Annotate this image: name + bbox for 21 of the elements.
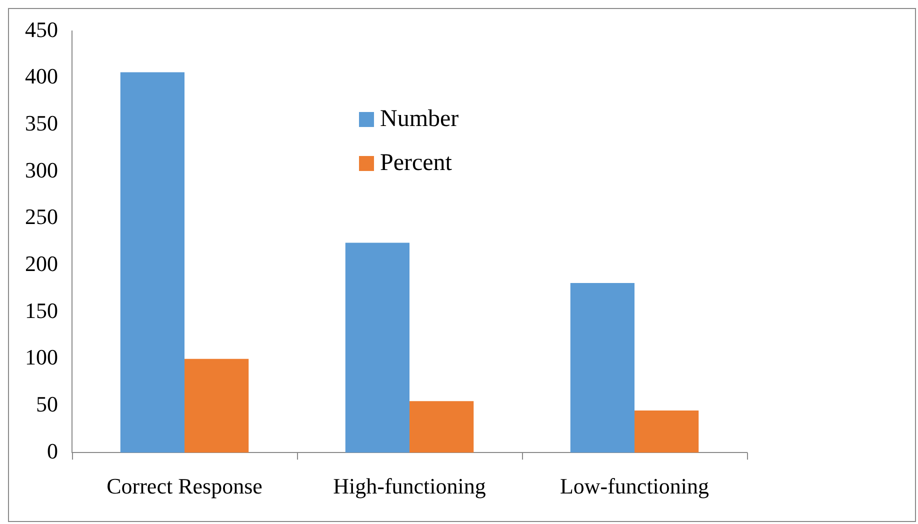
bar: [184, 358, 249, 453]
y-tick-label: 150: [25, 298, 58, 323]
y-tick-label: 200: [25, 251, 58, 276]
legend-label: Number: [380, 106, 459, 132]
y-tick-label: 300: [25, 157, 58, 182]
bar: [120, 72, 184, 453]
y-tick-label: 50: [36, 392, 58, 417]
y-tick-label: 350: [25, 110, 58, 136]
y-tick-label: 0: [47, 438, 58, 464]
x-tick-label: Low-functioning: [560, 474, 710, 499]
y-tick-label: 100: [25, 344, 58, 370]
bar: [345, 242, 410, 453]
bar: [410, 401, 474, 453]
y-tick-label: 400: [25, 64, 58, 89]
y-tick-label: 450: [25, 16, 58, 42]
x-tick-label: High-functioning: [333, 474, 486, 499]
bar: [570, 283, 634, 453]
x-tick-label: Correct Response: [106, 474, 262, 499]
bar: [634, 410, 699, 453]
legend-label: Percent: [380, 150, 452, 176]
y-tick-label: 250: [25, 204, 58, 230]
